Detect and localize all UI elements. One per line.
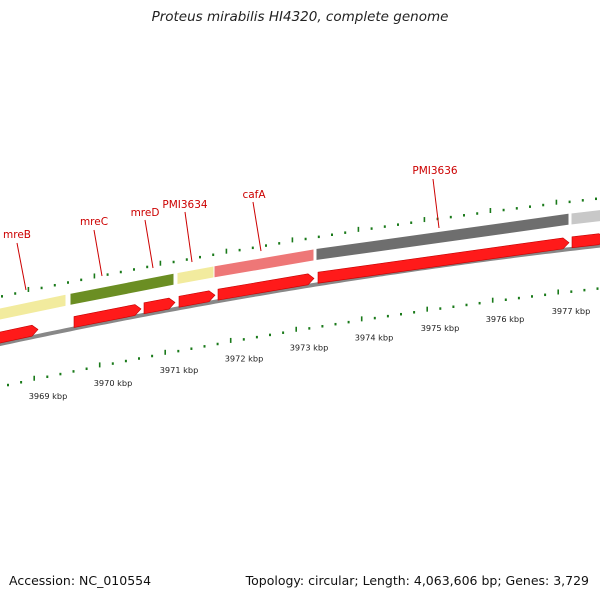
scale-label: 3970 kbp <box>94 378 133 388</box>
leader-line <box>16 242 27 291</box>
leader-line <box>144 219 154 269</box>
cds-arrow <box>571 233 600 249</box>
scale-labels: 3969 kbp 3970 kbp 3971 kbp 3972 kbp 3973 kbp… <box>29 306 591 401</box>
scale-label: 3972 kbp <box>225 354 264 364</box>
scale-label: 3975 kbp <box>421 323 460 333</box>
gene-bar-PMI3634 <box>176 265 215 286</box>
cds-arrow <box>317 237 570 284</box>
scale-label: 3973 kbp <box>290 343 329 353</box>
scale-label: 3969 kbp <box>29 391 68 401</box>
scale-ticks <box>7 287 599 387</box>
gene-bar-PMI3636 <box>315 212 570 262</box>
cds-arrows <box>0 233 600 344</box>
map-title: Proteus mirabilis HI4320, complete genom… <box>151 9 449 25</box>
gene-label-PMI3636: PMI3636 <box>412 165 458 177</box>
gene-bar-mreB <box>0 293 67 321</box>
cds-arrow <box>217 273 315 301</box>
scale-label: 3976 kbp <box>486 314 525 324</box>
cds-arrow <box>0 324 39 344</box>
gene-label-mreC: mreC <box>80 216 108 228</box>
scale-label: 3974 kbp <box>355 332 394 342</box>
leader-line <box>93 229 103 277</box>
leader-line <box>432 178 440 229</box>
gene-bar-cafA <box>213 248 315 279</box>
leader-line <box>184 211 193 263</box>
gene-bar-mreC <box>69 272 175 306</box>
gene-label-mreB: mreB <box>3 229 31 241</box>
cds-arrow <box>143 297 176 315</box>
outer-ticks <box>1 197 597 298</box>
gene-bars <box>0 209 600 321</box>
scale-label: 3977 kbp <box>552 306 591 316</box>
cds-arrow <box>178 290 216 308</box>
scale-label: 3971 kbp <box>160 365 199 375</box>
gene-label-PMI3634: PMI3634 <box>162 199 208 211</box>
gene-label-mreD: mreD <box>131 207 160 219</box>
cds-arrow <box>73 304 142 328</box>
genome-summary-text: Topology: circular; Length: 4,063,606 bp… <box>245 573 589 588</box>
leader-line <box>252 201 262 252</box>
accession-text: Accession: NC_010554 <box>9 573 152 588</box>
gene-bar <box>570 209 600 226</box>
gene-label-cafA: cafA <box>242 189 266 201</box>
